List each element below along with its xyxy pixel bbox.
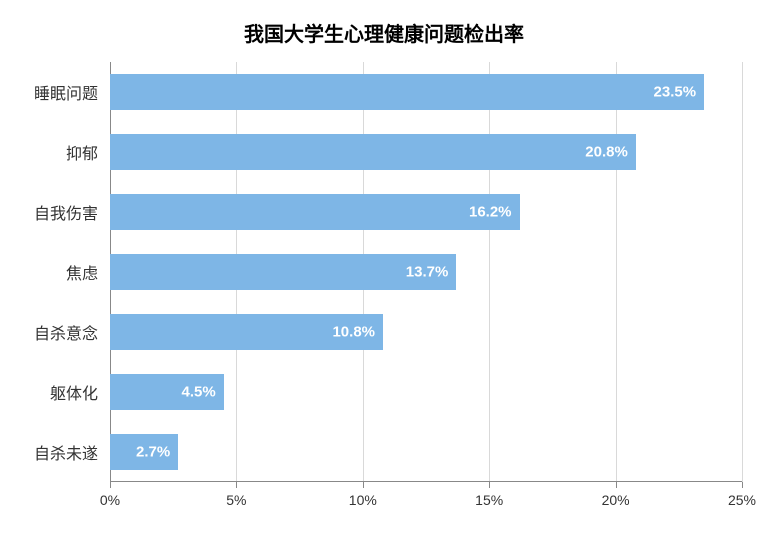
bar: 23.5% [110, 74, 704, 110]
x-tick-mark [742, 482, 743, 488]
bar-row: 16.2% [110, 182, 742, 242]
y-category-label: 自我伤害 [34, 200, 110, 224]
bar-row: 4.5% [110, 362, 742, 422]
x-tick-mark [489, 482, 490, 488]
x-tick-label: 25% [728, 492, 756, 508]
y-category-label: 自杀意念 [34, 320, 110, 344]
bar-value-label: 16.2% [469, 204, 512, 221]
x-tick-mark [110, 482, 111, 488]
bar-row: 10.8% [110, 302, 742, 362]
y-category-label: 焦虑 [66, 260, 110, 284]
chart-container: 我国大学生心理健康问题检出率 0%5%10%15%20%25%睡眠问题23.5%… [0, 0, 768, 533]
x-tick-label: 20% [602, 492, 630, 508]
bar-row: 2.7% [110, 422, 742, 482]
bar-row: 20.8% [110, 122, 742, 182]
bar-value-label: 20.8% [585, 144, 628, 161]
bar: 10.8% [110, 314, 383, 350]
y-category-label: 睡眠问题 [34, 80, 110, 104]
y-category-label: 躯体化 [50, 380, 110, 404]
x-tick-mark [616, 482, 617, 488]
bar-row: 13.7% [110, 242, 742, 302]
x-tick-mark [363, 482, 364, 488]
x-tick-label: 15% [475, 492, 503, 508]
bar-value-label: 23.5% [654, 84, 697, 101]
bar: 2.7% [110, 434, 178, 470]
y-category-label: 抑郁 [66, 140, 110, 164]
bar-value-label: 2.7% [136, 444, 170, 461]
bar: 13.7% [110, 254, 456, 290]
gridline [742, 62, 743, 482]
bar-row: 23.5% [110, 62, 742, 122]
x-tick-label: 0% [100, 492, 120, 508]
x-tick-label: 10% [349, 492, 377, 508]
bar-value-label: 10.8% [332, 324, 375, 341]
y-category-label: 自杀未遂 [34, 440, 110, 464]
plot-area: 0%5%10%15%20%25%睡眠问题23.5%抑郁20.8%自我伤害16.2… [110, 62, 742, 482]
bar: 20.8% [110, 134, 636, 170]
bar: 16.2% [110, 194, 520, 230]
bar-value-label: 4.5% [182, 384, 216, 401]
x-tick-label: 5% [226, 492, 246, 508]
bar: 4.5% [110, 374, 224, 410]
bar-value-label: 13.7% [406, 264, 449, 281]
chart-title: 我国大学生心理健康问题检出率 [0, 0, 768, 55]
x-tick-mark [236, 482, 237, 488]
